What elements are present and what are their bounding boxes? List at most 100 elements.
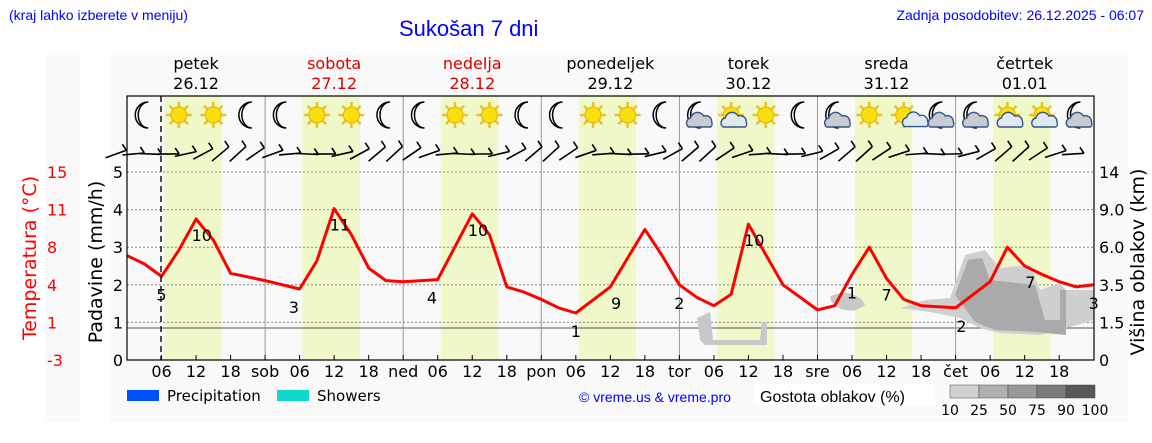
svg-text:čet: čet — [943, 362, 968, 381]
precipitation-legend-label: Precipitation — [167, 387, 261, 405]
svg-text:06: 06 — [704, 362, 724, 381]
last-update: Zadnja posodobitev: 26.12.2025 - 06:07 — [896, 7, 1144, 23]
sun-cloud-icon — [718, 102, 748, 128]
svg-text:-3: -3 — [47, 351, 63, 370]
svg-text:50: 50 — [999, 403, 1017, 419]
svg-text:2: 2 — [113, 276, 123, 295]
day-name: sobota — [307, 54, 361, 73]
daylight-band — [716, 96, 775, 360]
svg-text:06: 06 — [151, 362, 171, 381]
day-date: 26.12 — [173, 74, 219, 93]
svg-text:18: 18 — [220, 362, 240, 381]
day-name: torek — [728, 54, 770, 73]
sun-icon — [580, 102, 607, 128]
moon-icon — [272, 101, 287, 129]
svg-text:sre: sre — [805, 362, 829, 381]
svg-text:pon: pon — [526, 362, 556, 381]
temp-axis-label: Temperatura (°C) — [19, 176, 41, 341]
svg-text:11: 11 — [47, 201, 67, 220]
day-date: 30.12 — [726, 74, 772, 93]
day-name: nedelja — [443, 54, 502, 73]
daylight-band — [302, 96, 361, 360]
sun-cloud-icon — [1028, 102, 1059, 128]
svg-text:0: 0 — [1099, 351, 1109, 370]
moon-icon — [134, 101, 149, 129]
svg-text:0: 0 — [113, 351, 123, 370]
moon-icon — [548, 101, 563, 129]
moon-icon — [238, 101, 252, 129]
sun-icon — [200, 102, 227, 128]
svg-text:12: 12 — [462, 362, 482, 381]
daylight-band — [578, 96, 637, 360]
daylight-bands — [164, 96, 1051, 360]
svg-text:14: 14 — [1099, 163, 1119, 182]
svg-text:75: 75 — [1028, 403, 1046, 419]
svg-text:tor: tor — [668, 362, 691, 381]
day-date: 01.01 — [1002, 74, 1048, 93]
moon-cloud-icon — [962, 101, 989, 129]
sun-small-cloud-icon — [890, 102, 929, 128]
sun-icon — [338, 102, 365, 128]
temperature-axis: -3 1 4 8 11 15 — [47, 163, 67, 370]
svg-text:1.5: 1.5 — [1099, 313, 1124, 332]
svg-text:06: 06 — [566, 362, 586, 381]
grid-lines — [127, 96, 1094, 360]
temp-extreme-label: 4 — [427, 289, 437, 308]
sun-cloud-icon — [994, 102, 1024, 128]
moon-icon — [376, 101, 391, 129]
temp-extreme-label: 5 — [156, 285, 166, 304]
temp-axis-panel — [45, 55, 80, 422]
cloud-density-scale: 10 25 50 75 90 100 — [941, 384, 1108, 419]
daylight-band — [854, 96, 913, 360]
svg-text:12: 12 — [186, 362, 206, 381]
svg-text:sob: sob — [251, 362, 279, 381]
svg-text:06: 06 — [980, 362, 1000, 381]
temp-extreme-label: 9 — [611, 294, 621, 313]
moon-icon — [652, 101, 667, 129]
day-name: petek — [173, 54, 219, 73]
showers-swatch — [277, 390, 309, 401]
sun-icon — [856, 102, 883, 128]
svg-text:5: 5 — [113, 163, 123, 182]
moon-icon — [514, 101, 529, 129]
svg-text:12: 12 — [324, 362, 344, 381]
precip-axis-label: Padavine (mm/h) — [85, 181, 107, 344]
moon-cloud-icon — [927, 101, 955, 129]
temp-extreme-label: 2 — [956, 317, 966, 336]
svg-text:4: 4 — [113, 201, 123, 220]
svg-text:06: 06 — [289, 362, 309, 381]
legend: Precipitation Showers © vreme.us & vreme… — [127, 384, 1108, 419]
svg-text:18: 18 — [911, 362, 931, 381]
temp-extreme-label: 10 — [468, 221, 488, 240]
svg-text:18: 18 — [1049, 362, 1069, 381]
time-axis: 06 12 18 sob 06 12 18 ned 06 12 18 pon 06 12 18 tor 06 12… — [151, 355, 1069, 381]
svg-text:12: 12 — [1014, 362, 1034, 381]
sun-icon — [476, 102, 503, 128]
temperature-line — [126, 207, 1094, 315]
moon-cloud-icon — [1065, 101, 1093, 129]
svg-text:6.0: 6.0 — [1099, 238, 1124, 257]
day-date: 28.12 — [449, 74, 495, 93]
cloud-height-axis: 0 1.5 3.5 6.0 9.0 14 — [1099, 163, 1124, 370]
moon-cloud-icon — [685, 101, 713, 129]
cloud-density-label: Gostota oblakov (%) — [760, 389, 905, 406]
cloud-height-axis-label: Višina oblakov (km) — [1127, 169, 1149, 356]
day-name: ponedeljek — [566, 54, 655, 73]
moon-icon — [410, 101, 425, 129]
temp-extreme-label: 10 — [192, 226, 212, 245]
temp-extreme-label: 3 — [289, 298, 299, 317]
svg-text:18: 18 — [773, 362, 793, 381]
svg-text:12: 12 — [876, 362, 896, 381]
day-name: četrtek — [996, 54, 1054, 73]
copyright-link[interactable]: © vreme.us & vreme.pro — [579, 389, 731, 405]
daylight-band — [164, 96, 222, 360]
day-date: 27.12 — [311, 74, 357, 93]
sun-icon — [303, 102, 330, 128]
svg-text:1: 1 — [47, 313, 57, 332]
temp-extreme-label: 7 — [881, 286, 891, 305]
temp-extreme-label: 7 — [1025, 273, 1035, 292]
svg-text:06: 06 — [842, 362, 862, 381]
moon-icon — [790, 101, 805, 129]
